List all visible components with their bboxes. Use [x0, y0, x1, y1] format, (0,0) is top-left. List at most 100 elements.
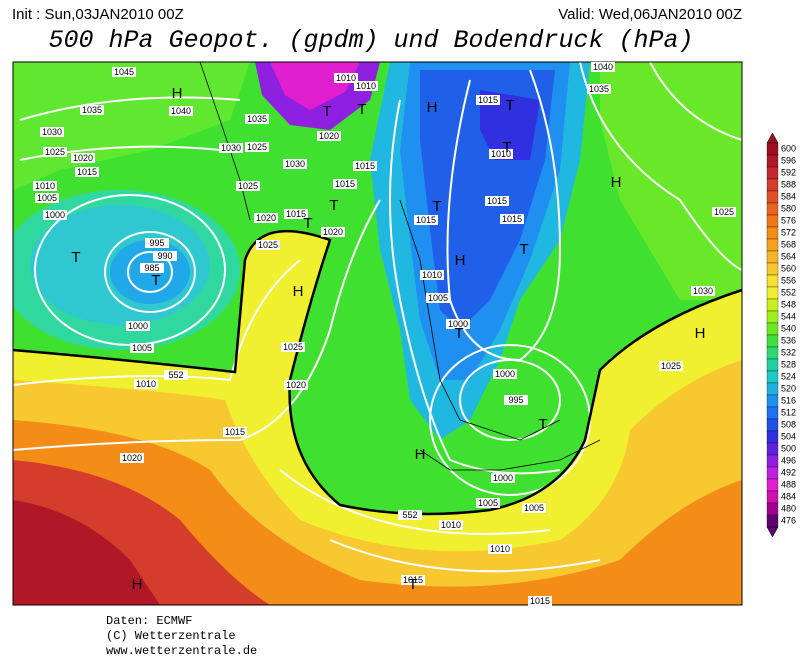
isobar-label: 1025 [247, 142, 267, 152]
isobar-label-bg [476, 95, 500, 105]
pressure-center: H [415, 446, 426, 463]
isobar-label: 1005 [428, 293, 448, 303]
footer-source: Daten: ECMWF [106, 614, 193, 628]
isobar-label: 1030 [285, 159, 305, 169]
footer: Daten: ECMWF (C) Wetterzentrale www.wett… [106, 614, 257, 659]
colorbar-swatch [766, 334, 779, 348]
isobar-label-bg [134, 379, 158, 389]
isobar-label: 1010 [441, 520, 461, 530]
isobar-label: 1025 [45, 147, 65, 157]
colorbar-label: 528 [781, 359, 796, 369]
isobar-label-bg [219, 143, 243, 153]
pressure-center: T [502, 139, 511, 156]
colorbar-label: 552 [781, 287, 796, 297]
isobar-label: 995 [508, 395, 523, 405]
isobar-label: 1015 [403, 575, 423, 585]
colorbar-label: 584 [781, 191, 796, 201]
isobar-label: 1020 [286, 380, 306, 390]
isobar-label: 1010 [336, 73, 356, 83]
isobar-label: 1000 [448, 319, 468, 329]
isobar-label: 1030 [693, 286, 713, 296]
pressure-center: H [695, 325, 706, 342]
isobar-label: 1015 [478, 95, 498, 105]
isobar-label-bg [140, 263, 164, 273]
isobar-label: 1025 [714, 207, 734, 217]
isobar-label-bg [488, 544, 512, 554]
isobar-label-bg [354, 81, 378, 91]
colorbar-swatch [766, 250, 779, 264]
colorbar-swatch [766, 346, 779, 360]
pressure-center: T [454, 325, 463, 342]
isobar-label-bg [43, 210, 67, 220]
isobar-label-bg [528, 596, 552, 606]
isobar-label: 552 [168, 370, 183, 380]
colorbar-swatch [766, 358, 779, 372]
valid-time: Valid: Wed,06JAN2010 00Z [558, 6, 742, 23]
isobar-label-bg [80, 105, 104, 115]
colorbar-swatch [766, 466, 779, 480]
pressure-center: T [432, 198, 441, 215]
colorbar-label: 520 [781, 383, 796, 393]
isobar-label: 1010 [491, 149, 511, 159]
colorbar-label: 588 [781, 179, 796, 189]
colorbar-label: 516 [781, 395, 796, 405]
colorbar-label: 488 [781, 479, 796, 489]
isobar-label-bg [153, 251, 177, 261]
isobar-label: 1025 [258, 240, 278, 250]
isobar-label-bg [426, 293, 450, 303]
isobar-label-bg [169, 106, 193, 116]
colorbar-swatch [766, 430, 779, 444]
isobar-label-bg [712, 207, 736, 217]
colorbar-cap [766, 526, 779, 538]
isobar-label-bg [254, 213, 278, 223]
isobar-label: 1005 [478, 498, 498, 508]
isobar-label: 1015 [530, 596, 550, 606]
pressure-center: T [303, 215, 312, 232]
isobar-label-bg [485, 196, 509, 206]
isobar-label: 1005 [37, 193, 57, 203]
isobar-label-bg [120, 453, 144, 463]
isobar-label: 1000 [495, 369, 515, 379]
isobar-label: 1040 [171, 106, 191, 116]
isobar-label: 1020 [323, 227, 343, 237]
isobar-label: 1020 [73, 153, 93, 163]
colorbar-label: 568 [781, 239, 796, 249]
colorbar-swatch [766, 442, 779, 456]
colorbar-swatch [766, 502, 779, 516]
colorbar-swatch [766, 418, 779, 432]
colorbar-label: 596 [781, 155, 796, 165]
colorbar-swatch [766, 166, 779, 180]
colorbar-label: 564 [781, 251, 796, 261]
isobar-label-bg [281, 342, 305, 352]
colorbar-label: 572 [781, 227, 796, 237]
colorbar-swatch [766, 286, 779, 300]
isobar-label-bg [504, 395, 528, 405]
colorbar-swatch [766, 382, 779, 396]
isobar-label-bg [256, 240, 280, 250]
init-time: Init : Sun,03JAN2010 00Z [12, 6, 184, 23]
isobar-label-bg [591, 62, 615, 72]
colorbar-swatch [766, 262, 779, 276]
isobar-label-bg [420, 270, 444, 280]
isobar-label-bg [283, 159, 307, 169]
isobar-label-bg [43, 147, 67, 157]
colorbar-label: 500 [781, 443, 796, 453]
isobar-label: 1010 [422, 270, 442, 280]
colorbar-label: 524 [781, 371, 796, 381]
colorbar-swatch [766, 142, 779, 156]
isobar-label-bg [71, 153, 95, 163]
isobar-label: 1010 [136, 379, 156, 389]
isobar-label: 1015 [77, 167, 97, 177]
map-frame [12, 61, 743, 606]
pressure-center: T [505, 97, 514, 114]
pressure-center: H [172, 85, 183, 102]
isobar-label: 1015 [502, 214, 522, 224]
isobar-label-bg [130, 343, 154, 353]
footer-copyright: (C) Wetterzentrale [106, 629, 236, 643]
colorbar-label: 532 [781, 347, 796, 357]
colorbar-swatch [766, 454, 779, 468]
isobar-label: 1010 [356, 81, 376, 91]
colorbar-label: 492 [781, 467, 796, 477]
isobar-label: 1030 [221, 143, 241, 153]
